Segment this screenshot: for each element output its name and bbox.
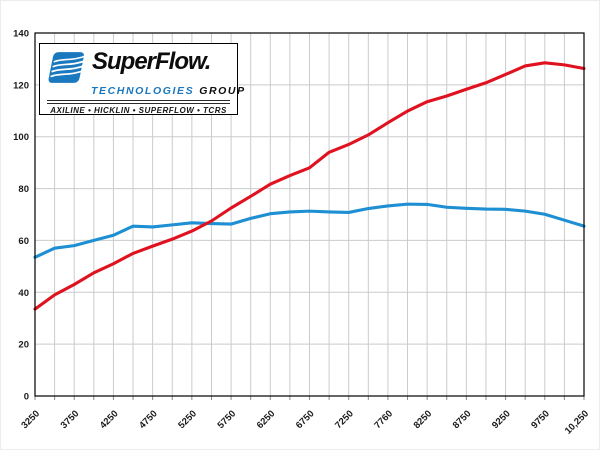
x-axis-label: 9750 [529,408,552,431]
x-axis-label: 4750 [137,408,160,431]
blue-flat-curve [33,202,586,259]
superflow-s-wave-icon [47,51,89,89]
logo-group-text: GROUP [199,85,246,97]
y-axis-label: 40 [18,288,29,299]
y-axis-label: 80 [18,184,29,195]
logo-brands-tagline: AXILINE • HICKLIN • SUPERFLOW • TCRS [50,106,227,115]
y-axis-label: 60 [18,236,29,247]
y-axis-label: 140 [13,29,29,40]
x-axis-label: 3250 [19,408,42,431]
x-axis-label: 10,250 [563,408,591,436]
x-axis-label: 4250 [98,408,121,431]
logo-technologies-text: TECHNOLOGIES [91,85,195,97]
red-rising-curve [33,61,586,311]
y-axis-label: 20 [18,340,29,351]
x-axis-label: 8750 [451,408,474,431]
y-axis-label: 0 [24,392,29,403]
x-axis-label: 5750 [215,408,238,431]
x-axis-label: 3750 [59,408,82,431]
plot-frame [34,32,585,397]
logo-divider-rule [47,100,230,104]
x-axis-label: 6250 [255,408,278,431]
logo-brand-text: SuperFlow. [92,48,211,75]
superflow-logo-box: SuperFlow. TECHNOLOGIES GROUP AXILINE • H… [39,43,244,115]
x-axis-label: 7760 [372,408,395,431]
x-axis-label: 8250 [412,408,435,431]
x-axis-label: 6750 [294,408,317,431]
y-axis-label: 120 [13,80,29,91]
x-axis-label: 9250 [490,408,513,431]
y-axis-label: 100 [13,132,29,143]
x-axis-label: 5250 [176,408,199,431]
x-axis-label: 7250 [333,408,356,431]
